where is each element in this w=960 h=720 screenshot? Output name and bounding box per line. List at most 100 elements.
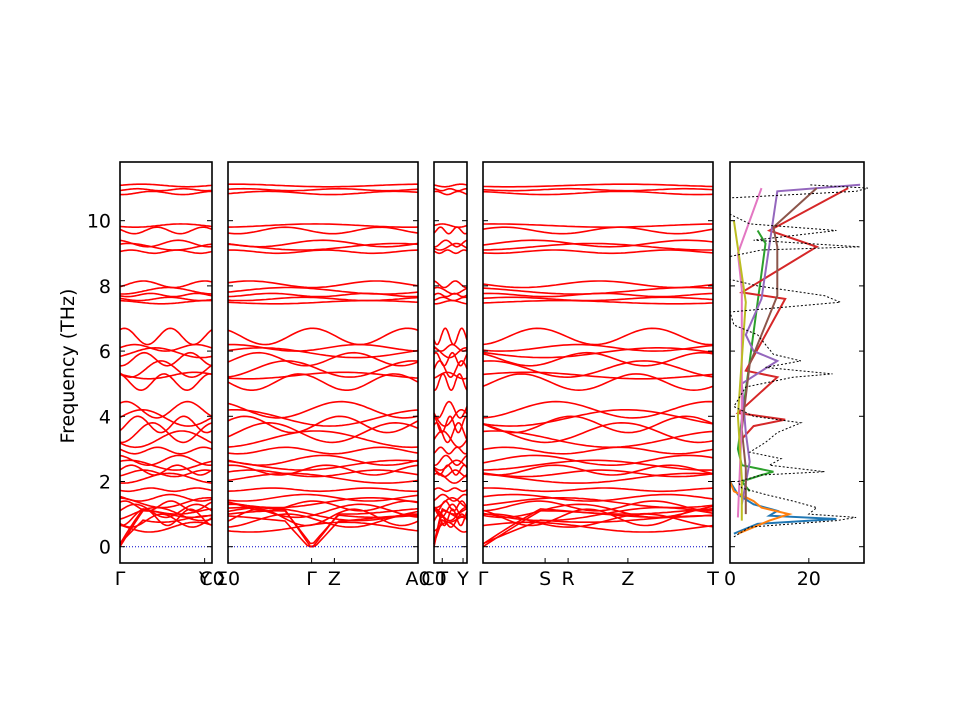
x-tick-label: Z xyxy=(621,568,634,590)
dos-partial-line xyxy=(736,187,763,518)
band-line xyxy=(119,521,213,533)
dos-partial-line xyxy=(740,183,861,505)
band-line xyxy=(120,286,213,295)
band-line xyxy=(227,400,419,419)
band-line xyxy=(228,343,419,352)
band-line xyxy=(433,280,468,289)
band-line xyxy=(119,446,213,455)
band-line xyxy=(483,459,714,471)
band-line xyxy=(433,249,468,255)
x-tick-label: A0 xyxy=(405,568,430,590)
band-line xyxy=(227,464,419,476)
band-line xyxy=(433,327,468,346)
band-line xyxy=(433,351,468,367)
band-line xyxy=(119,296,213,302)
band-line xyxy=(119,409,213,427)
y-axis-label: Frequency (THz) xyxy=(57,289,79,444)
band-line xyxy=(119,508,213,527)
dos-partial-line xyxy=(732,220,747,521)
band-line xyxy=(227,514,419,548)
band-line xyxy=(119,503,213,519)
band-line xyxy=(433,360,468,379)
band-line xyxy=(433,454,468,466)
band-line xyxy=(119,500,213,512)
band-line xyxy=(482,347,714,359)
band-line xyxy=(227,190,419,196)
band-line xyxy=(119,400,213,419)
band-line xyxy=(227,187,419,192)
band-line xyxy=(482,187,714,192)
band-line xyxy=(482,280,714,289)
band-line xyxy=(227,469,419,478)
panel-frame xyxy=(227,161,419,564)
band-line xyxy=(482,373,714,392)
band-line xyxy=(434,187,468,192)
panel-frame xyxy=(119,161,213,564)
band-line xyxy=(433,371,468,380)
band-line xyxy=(482,400,714,419)
band-line xyxy=(119,514,213,545)
band-line xyxy=(482,242,713,251)
band-line xyxy=(482,343,714,352)
band-line xyxy=(227,415,419,434)
band-line xyxy=(433,373,468,392)
dos-partial-line xyxy=(740,187,818,515)
x-tick-label: Γ xyxy=(115,568,126,590)
band-line xyxy=(482,190,714,196)
band-line xyxy=(119,469,213,478)
band-line xyxy=(227,472,419,484)
band-line xyxy=(119,223,213,228)
band-line xyxy=(482,446,714,455)
dos-partial-line xyxy=(729,480,837,535)
band-line xyxy=(119,373,213,392)
band-line xyxy=(433,506,467,522)
band-line xyxy=(227,497,419,509)
band-line xyxy=(433,296,468,302)
band-line xyxy=(482,239,714,248)
band-line xyxy=(433,183,468,188)
band-line xyxy=(119,487,213,493)
band-line xyxy=(227,373,419,391)
band-line xyxy=(119,292,213,298)
band-line xyxy=(482,500,713,512)
band-line xyxy=(482,454,714,466)
band-line xyxy=(482,296,714,302)
band-line xyxy=(433,469,467,478)
band-line xyxy=(227,493,419,502)
band-line xyxy=(482,299,714,305)
band-line xyxy=(227,446,419,455)
band-line xyxy=(119,454,213,466)
band-line xyxy=(433,497,468,509)
dos-total-line xyxy=(729,184,869,538)
band-line xyxy=(483,223,714,228)
band-line xyxy=(482,415,714,434)
band-line xyxy=(433,415,468,434)
x-tick-label: T xyxy=(435,568,448,590)
x-tick-label: C0 xyxy=(199,568,224,590)
band-line xyxy=(227,430,419,449)
band-line xyxy=(119,415,213,434)
band-line xyxy=(119,249,213,255)
band-line xyxy=(482,472,714,484)
band-line xyxy=(482,351,714,367)
band-line xyxy=(482,286,714,295)
band-line xyxy=(482,513,714,528)
band-line xyxy=(227,421,419,444)
band-line xyxy=(433,487,468,493)
band-line xyxy=(227,226,419,235)
band-line xyxy=(482,409,714,427)
band-line xyxy=(227,487,419,493)
y-tick-label: 0 xyxy=(99,537,111,559)
band-line xyxy=(482,464,714,476)
band-line xyxy=(482,421,714,444)
band-line xyxy=(227,454,419,467)
y-tick-label: 8 xyxy=(99,276,111,298)
dos-x-tick-label: 0 xyxy=(724,568,736,590)
band-line xyxy=(433,503,468,519)
dos-frame xyxy=(729,161,865,564)
band-line xyxy=(119,513,213,528)
y-tick-label: 2 xyxy=(99,471,111,493)
band-line xyxy=(119,371,213,380)
